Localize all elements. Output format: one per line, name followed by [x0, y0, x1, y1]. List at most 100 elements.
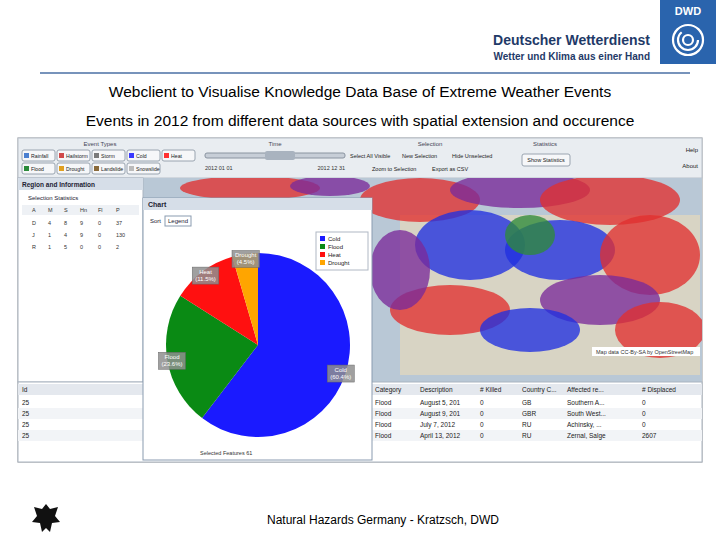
table-cell[interactable]: Achinsky, ... [567, 421, 602, 429]
table-cell[interactable]: GBR [522, 410, 536, 417]
time-slider-thumb[interactable] [265, 151, 295, 160]
organization: Deutscher Wetterdienst [493, 32, 650, 48]
table-cell[interactable]: South West... [567, 410, 606, 417]
dwd-logo: DWD [660, 0, 716, 64]
data-label: Cold(60.4%) [327, 365, 354, 382]
event-type-swatch [129, 166, 134, 171]
table-cell[interactable]: 0 [480, 432, 484, 439]
event-area[interactable] [480, 308, 580, 352]
table-cell[interactable]: 25 [22, 410, 30, 417]
table-cell[interactable]: 0 [642, 410, 646, 417]
event-type-button[interactable] [22, 150, 55, 161]
event-type-button[interactable] [22, 163, 55, 174]
stats-cell: D [32, 220, 36, 226]
stats-column: M [48, 207, 53, 213]
selection-button[interactable]: Hide Unselected [452, 153, 492, 159]
logo-swirl [673, 25, 703, 55]
legend-swatch [320, 260, 325, 265]
stats-cell: 9 [80, 232, 83, 238]
stats-cell: 130 [116, 232, 125, 238]
time-start: 2012 01 01 [205, 165, 233, 171]
eagle-shape [32, 504, 60, 532]
table-cell[interactable]: 25 [22, 432, 30, 439]
logo-text: DWD [675, 5, 701, 17]
table-cell[interactable]: Flood [375, 432, 392, 439]
stats-column: Hn [80, 207, 87, 213]
chart-tab[interactable]: Sort [150, 218, 161, 224]
data-label-value: (60.4%) [330, 374, 351, 380]
menu-item[interactable]: About [682, 163, 698, 169]
table-cell[interactable]: 25 [22, 421, 30, 428]
event-type-label[interactable]: Hailstorm [66, 153, 88, 159]
stats-cell: 9 [80, 220, 83, 226]
table-cell[interactable]: 0 [642, 399, 646, 406]
table-cell[interactable]: August 9, 201 [420, 410, 460, 418]
table-cell[interactable]: GB [522, 399, 531, 406]
statistics-button[interactable] [522, 154, 570, 166]
table-column-header: Affected re... [567, 386, 604, 393]
event-type-button[interactable] [127, 150, 160, 161]
table-cell[interactable]: Flood [375, 421, 392, 428]
event-type-button[interactable] [127, 163, 160, 174]
chart-tab[interactable]: Legend [168, 218, 188, 224]
stats-column: P [116, 207, 120, 213]
legend-swatch [320, 252, 325, 257]
statistics-button-label[interactable]: Show Statistics [527, 157, 565, 163]
menu-item[interactable]: Help [686, 147, 699, 153]
stats-cell: R [32, 244, 36, 250]
event-type-label[interactable]: Drought [66, 166, 85, 172]
event-area[interactable] [290, 178, 370, 196]
event-type-button[interactable] [57, 163, 90, 174]
selection-button[interactable]: Zoom to Selection [372, 166, 416, 172]
stats-cell: 1 [48, 232, 51, 238]
event-type-label[interactable]: Storm [101, 153, 115, 159]
chart-window-title: Chart [148, 201, 167, 208]
chart-tab-frame[interactable] [165, 216, 191, 226]
table-cell[interactable]: 2607 [642, 432, 657, 439]
table-cell[interactable]: 0 [480, 421, 484, 428]
selection-button[interactable]: Export as CSV [432, 166, 468, 172]
table-cell[interactable]: Zernal, Salge [567, 432, 606, 440]
table-cell[interactable]: 25 [22, 399, 30, 406]
data-label-value: (4.5%) [237, 259, 255, 265]
event-type-label[interactable]: Landslide [101, 166, 123, 172]
stats-cell: 2 [116, 244, 119, 250]
table-cell[interactable]: Flood [375, 410, 392, 417]
stats-cell: 37 [116, 220, 122, 226]
table-cell[interactable]: April 13, 2012 [420, 432, 460, 440]
table-column-header: Country C... [522, 386, 557, 394]
legend: ColdFloodHeatDrought [316, 232, 368, 270]
stats-cell: 4 [48, 220, 51, 226]
table-cell[interactable]: RU [522, 432, 532, 439]
stats-header-row [22, 205, 139, 215]
table-column-header: Description [420, 386, 453, 394]
data-label-box [327, 365, 354, 382]
table-cell[interactable]: Flood [375, 399, 392, 406]
table-cell[interactable]: 0 [480, 399, 484, 406]
table-cell[interactable]: Southern A... [567, 399, 605, 406]
event-type-button[interactable] [57, 150, 90, 161]
event-type-button[interactable] [92, 163, 125, 174]
table-cell[interactable]: July 7, 2012 [420, 421, 455, 429]
event-type-button[interactable] [92, 150, 125, 161]
data-label-value: (11.5%) [195, 276, 216, 282]
selection-button[interactable]: Select All Visible [350, 153, 390, 159]
event-area[interactable] [370, 230, 430, 310]
table-cell[interactable]: August 5, 201 [420, 399, 460, 407]
federal-eagle [32, 504, 60, 532]
selection-button[interactable]: New Selection [402, 153, 437, 159]
event-area[interactable] [505, 215, 555, 255]
event-type-label[interactable]: Rainfall [31, 153, 48, 159]
table-cell[interactable]: RU [522, 421, 532, 428]
table-cell[interactable]: 0 [642, 421, 646, 428]
event-type-label[interactable]: Snowslide [136, 166, 160, 172]
event-type-swatch [94, 166, 99, 171]
event-type-label[interactable]: Flood [31, 166, 44, 172]
event-type-swatch [129, 153, 134, 158]
event-type-label[interactable]: Heat [171, 153, 183, 159]
data-label-name: Heat [199, 269, 212, 275]
screenshot: Event TypesRainfallHailstormStormColdHea… [18, 138, 705, 462]
event-type-button[interactable] [162, 150, 195, 161]
event-type-label[interactable]: Cold [136, 153, 147, 159]
table-cell[interactable]: 0 [480, 410, 484, 417]
